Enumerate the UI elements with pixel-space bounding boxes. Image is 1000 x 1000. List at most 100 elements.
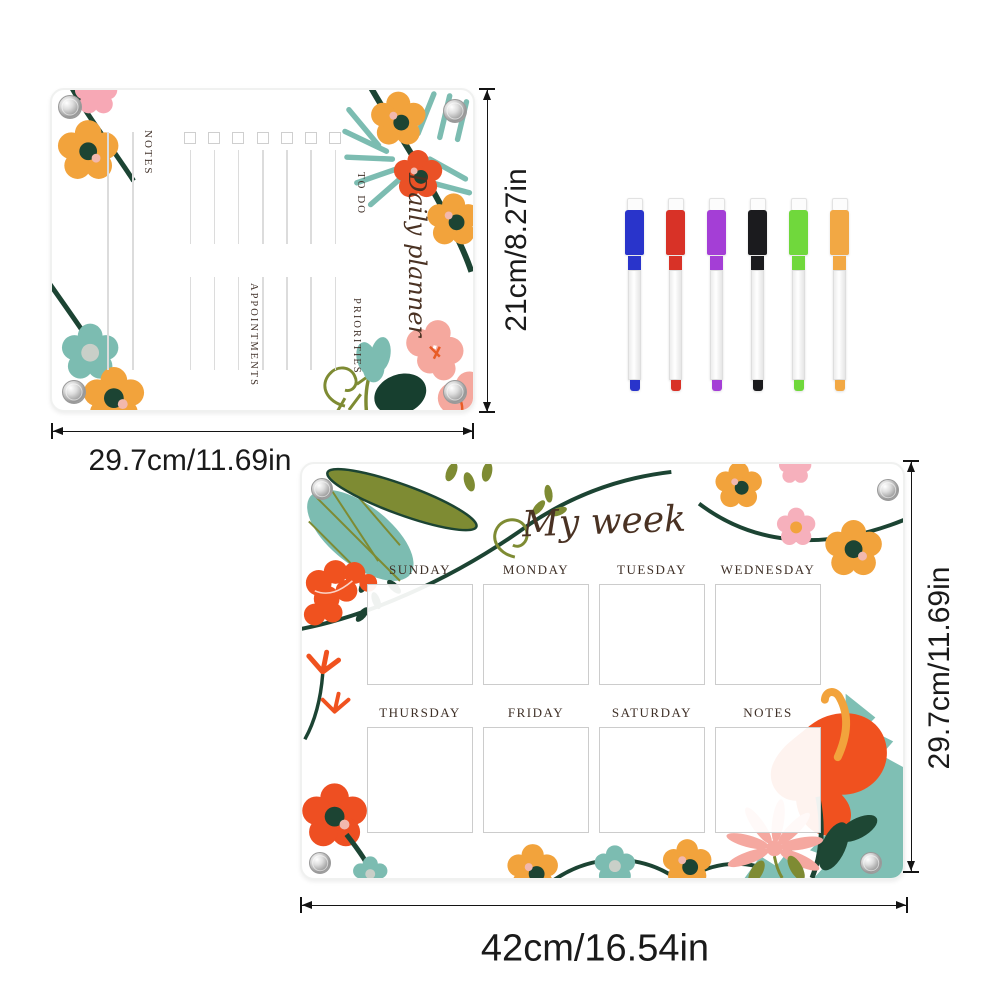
vine: [683, 861, 790, 878]
appointments-ruled-line: [286, 277, 288, 370]
appointments-ruled-line: [310, 277, 312, 370]
week-grid-row-1: SUNDAY MONDAY TUESDAY WEDNESDAY: [367, 561, 821, 685]
olive-leaf: [787, 855, 805, 878]
day-column: TUESDAY: [599, 561, 705, 685]
day-column: WEDNESDAY: [715, 561, 821, 685]
notes-section-label: NOTES: [142, 130, 154, 176]
green-marker-cap: [789, 210, 808, 255]
dimension-tick: [51, 423, 53, 439]
arrowhead-icon: [463, 426, 473, 435]
teal-flower: [594, 845, 636, 878]
day-label: NOTES: [743, 705, 793, 720]
todo-ruled-line: [286, 150, 288, 244]
weekly-planner-board: My week SUNDAY MONDAY TUESDAY WEDNESDAY THU…: [300, 462, 905, 880]
teal-flower: [353, 856, 388, 878]
anthurium-spadix: [820, 688, 851, 762]
pink-flower: [776, 507, 816, 545]
daily-planner-board: NOTES TO DO APPOINTMENTS PRIORITIES Dail…: [50, 88, 475, 412]
orange-flower: [83, 367, 145, 410]
blue-marker-ring: [628, 256, 641, 270]
orange-flower: [825, 520, 882, 576]
black-marker-cap: [748, 210, 767, 255]
orange-marker-cap: [830, 210, 849, 255]
teal-leaf: [744, 848, 805, 878]
trumpet-flower: [320, 691, 351, 714]
appointments-ruled-line: [262, 277, 264, 370]
corner-screw: [443, 380, 467, 404]
todo-checkbox: [184, 132, 196, 144]
week-height-dimension-label: 29.7cm/11.69in: [923, 566, 956, 770]
trumpet-flower: [306, 649, 342, 675]
dark-leaf: [374, 373, 427, 410]
blue-marker-tip: [629, 380, 640, 391]
day-cell: [367, 584, 473, 685]
orange-marker-tip: [834, 380, 845, 391]
orange-flower: [662, 839, 712, 878]
green-marker-tip: [793, 380, 804, 391]
day-column: THURSDAY: [367, 704, 473, 833]
corner-screw: [309, 852, 331, 874]
week-width-dimension-line: [301, 904, 906, 906]
daily-width-dimension-label: 29.7cm/11.69in: [88, 444, 292, 477]
todo-checkbox: [232, 132, 245, 144]
day-label: TUESDAY: [617, 562, 687, 577]
purple-marker: [707, 198, 726, 391]
green-marker-barrel: [792, 270, 805, 380]
day-cell: [367, 727, 473, 833]
orange-marker: [830, 198, 849, 391]
day-cell: [599, 727, 705, 833]
corner-screw: [877, 479, 899, 501]
orange-flower: [715, 464, 762, 508]
todo-ruled-line: [213, 150, 216, 244]
red-marker-barrel: [669, 270, 682, 380]
todo-ruled-line: [334, 150, 337, 244]
notes-ruled-line: [132, 132, 134, 370]
day-label: SATURDAY: [611, 705, 693, 720]
day-column: FRIDAY: [483, 704, 589, 833]
week-width-dimension-label: 42cm/16.54in: [480, 927, 710, 970]
purple-marker-cap: [707, 210, 726, 255]
todo-ruled-line: [189, 150, 191, 244]
corner-screw: [311, 478, 333, 500]
todo-checkbox: [208, 132, 221, 144]
corner-screw: [443, 99, 467, 123]
black-marker-tip: [752, 380, 763, 391]
day-column: NOTES: [715, 704, 821, 833]
dark-leaf: [837, 815, 878, 842]
red-marker-cap: [666, 210, 685, 255]
arrowhead-icon: [896, 900, 906, 909]
arrowhead-icon: [482, 90, 491, 100]
appointments-ruled-line: [334, 277, 337, 370]
todo-checkbox: [329, 132, 342, 144]
teal-monstera-leaf: [809, 693, 903, 878]
corner-screw: [62, 380, 86, 404]
todo-checkbox: [280, 132, 293, 144]
orange-flower: [371, 91, 426, 145]
appointments-ruled-line: [189, 277, 191, 370]
arrowhead-icon: [906, 462, 915, 472]
appointments-ruled-line: [213, 277, 216, 370]
blue-marker-barrel: [628, 270, 641, 380]
notes-ruled-line: [107, 132, 109, 370]
purple-marker-barrel: [710, 270, 723, 380]
todo-section-label: TO DO: [355, 172, 367, 216]
daily-height-dimension-line: [486, 89, 488, 412]
orange-flower: [57, 120, 119, 179]
daily-width-dimension-line: [52, 430, 473, 432]
dimension-tick: [300, 897, 302, 913]
todo-ruled-line: [237, 150, 240, 244]
todo-checkbox: [256, 132, 269, 144]
orange-marker-ring: [833, 256, 846, 270]
day-cell: [715, 584, 821, 685]
vine: [697, 502, 903, 543]
olive-leaf: [748, 860, 765, 878]
corner-screw: [58, 95, 82, 119]
orange-marker-barrel: [833, 270, 846, 380]
black-marker-barrel: [751, 270, 764, 380]
appointments-section-label: APPOINTMENTS: [248, 283, 259, 387]
corner-screw: [860, 852, 882, 874]
olive-leaf: [326, 467, 478, 532]
daily-height-dimension-label: 21cm/8.27in: [500, 168, 533, 332]
dry-erase-markers: [625, 198, 849, 391]
day-label: WEDNESDAY: [720, 562, 816, 577]
